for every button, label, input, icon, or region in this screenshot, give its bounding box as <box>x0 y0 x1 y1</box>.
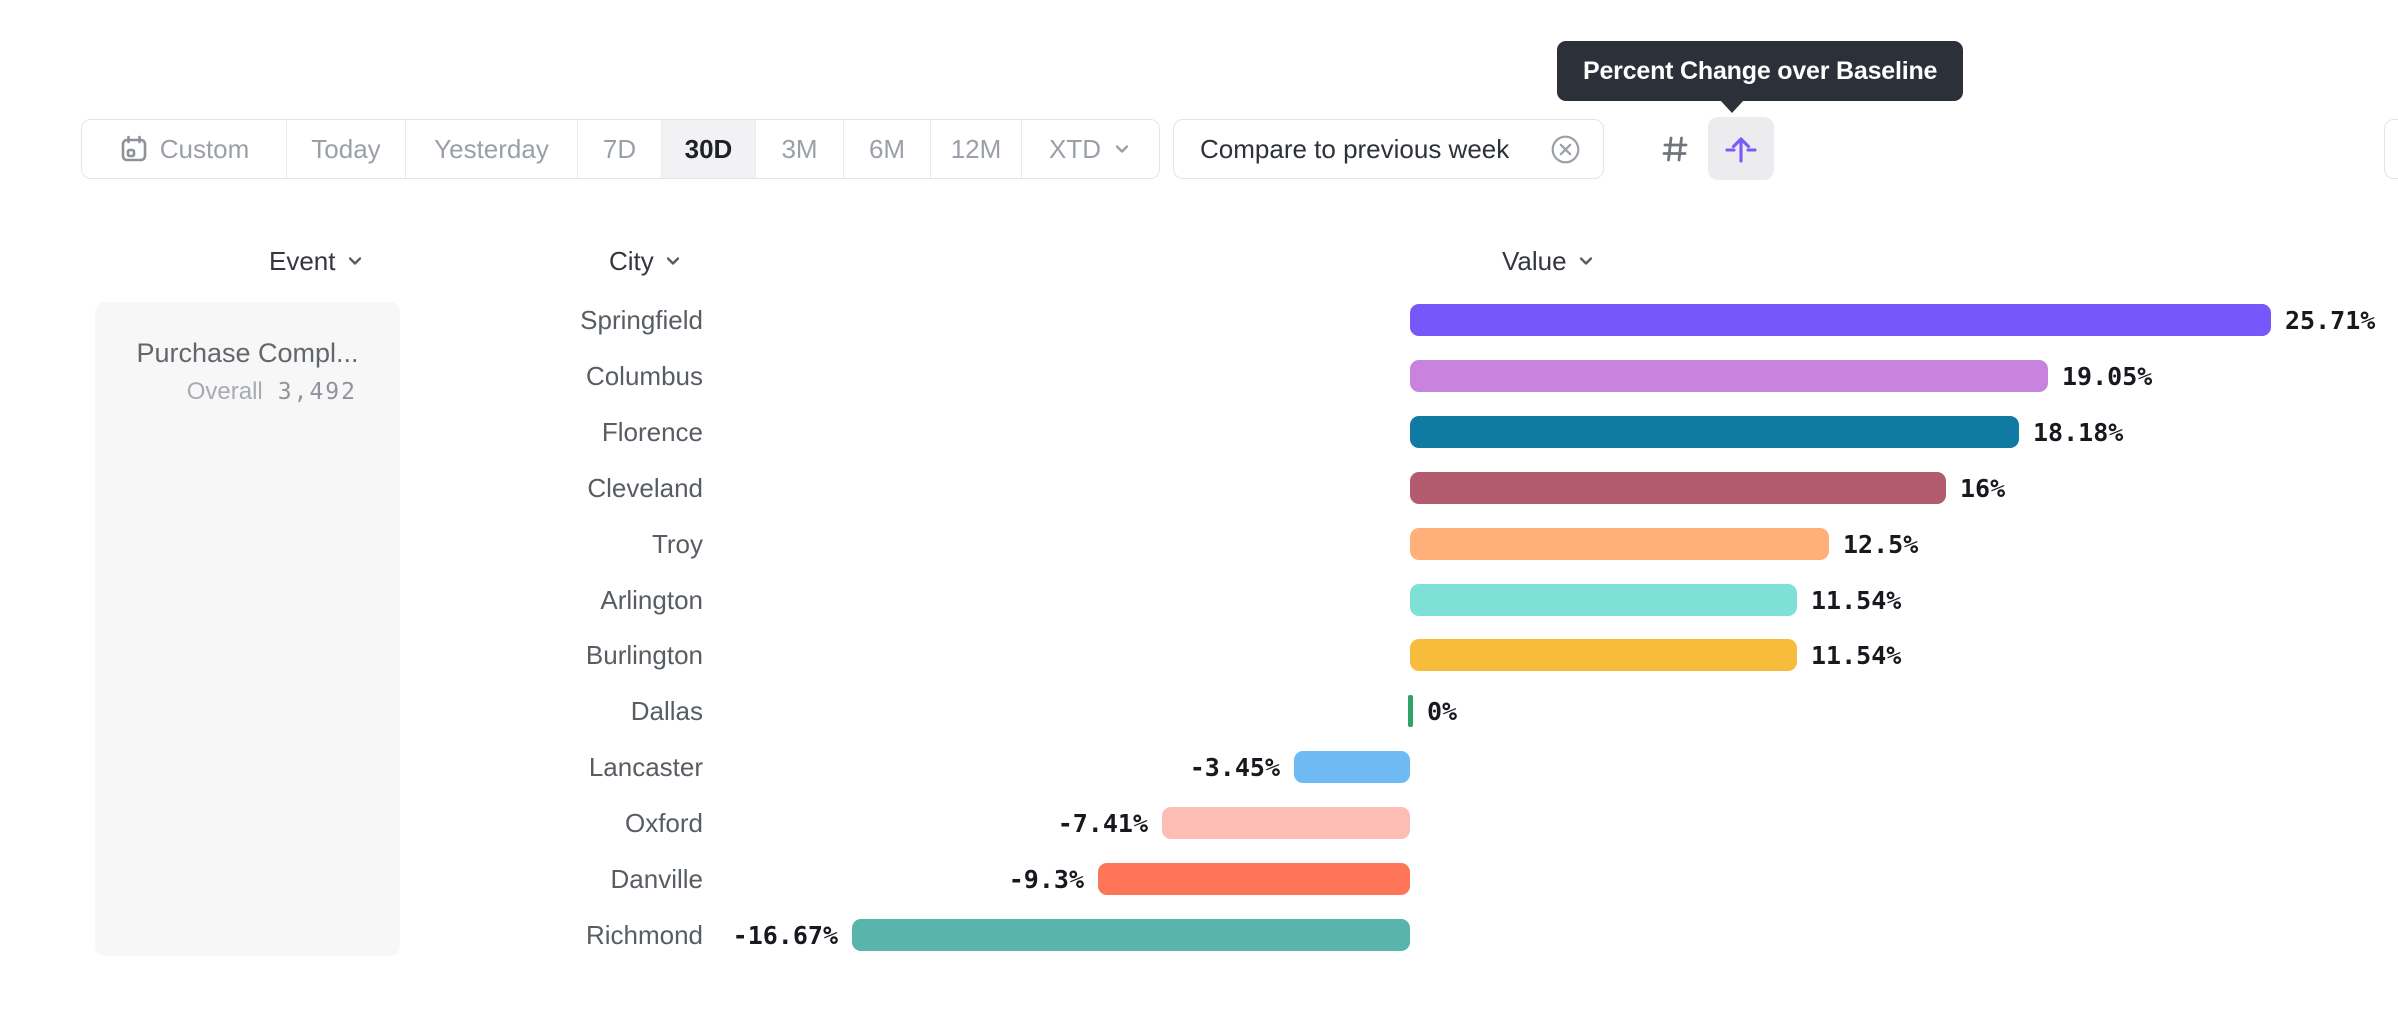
overall-value: 3,492 <box>277 379 357 405</box>
range-button-30d[interactable]: 30D <box>662 120 756 178</box>
range-button-3m[interactable]: 3M <box>756 120 844 178</box>
range-label: Yesterday <box>434 133 549 164</box>
city-label: Columbus <box>585 361 703 391</box>
event-header-label: Event <box>269 245 336 276</box>
city-label: Richmond <box>585 920 703 950</box>
date-range-group: Custom Today Yesterday 7D 30D 3M 6M 12M XTD <box>81 119 1160 179</box>
event-name: Purchase Compl... <box>136 338 359 368</box>
city-label: Lancaster <box>588 752 703 782</box>
bar-columbus[interactable] <box>1410 360 2048 392</box>
chart-row: Arlington 11.54% <box>0 584 2398 616</box>
bar-burlington[interactable] <box>1410 639 1797 671</box>
value-label: -9.3% <box>1008 865 1084 894</box>
calendar-icon <box>119 134 149 164</box>
column-header-city[interactable]: City <box>609 245 683 276</box>
bar-springfield[interactable] <box>1410 304 2271 336</box>
bar-arlington[interactable] <box>1410 584 1797 616</box>
range-button-custom[interactable]: Custom <box>82 120 287 178</box>
value-label: 11.54% <box>1811 586 1902 615</box>
tooltip-text: Percent Change over Baseline <box>1583 56 1938 85</box>
city-label: Danville <box>610 864 704 894</box>
range-button-12m[interactable]: 12M <box>931 120 1022 178</box>
range-button-7d[interactable]: 7D <box>578 120 662 178</box>
chart-row: Springfield 25.71% <box>0 304 2398 336</box>
bar-lancaster[interactable] <box>1294 751 1410 783</box>
city-label: Oxford <box>624 808 703 838</box>
event-overall: Overall 3,492 <box>187 378 357 406</box>
clipped-edge-button[interactable] <box>2384 119 2398 179</box>
chart-row: Cleveland 16% <box>0 472 2398 504</box>
range-label: 6M <box>868 133 906 164</box>
bar-cleveland[interactable] <box>1410 472 1946 504</box>
bar-troy[interactable] <box>1410 528 1829 560</box>
value-label: 25.71% <box>2285 306 2376 335</box>
value-label: 11.54% <box>1811 641 1902 670</box>
range-label: 3M <box>781 133 818 164</box>
range-button-6m[interactable]: 6M <box>844 120 931 178</box>
value-label: -16.67% <box>732 921 838 950</box>
value-display-toggle <box>1642 117 1774 180</box>
event-card[interactable]: Purchase Compl... Overall 3,492 <box>95 302 400 956</box>
column-header-event[interactable]: Event <box>269 245 365 276</box>
chart-row: Florence 18.18% <box>0 416 2398 448</box>
compare-pill[interactable]: Compare to previous week <box>1173 119 1604 179</box>
range-button-yesterday[interactable]: Yesterday <box>406 120 578 178</box>
value-label: -3.45% <box>1189 753 1280 782</box>
value-label: -7.41% <box>1057 809 1148 838</box>
city-header-label: City <box>609 245 654 276</box>
range-label: 30D <box>684 133 733 164</box>
chart-row: Oxford -7.41% <box>0 807 2398 839</box>
circle-x-icon[interactable] <box>1548 132 1583 167</box>
value-label: 19.05% <box>2062 362 2153 391</box>
tooltip: Percent Change over Baseline <box>1557 41 1964 113</box>
bar-dallas[interactable] <box>1408 695 1413 727</box>
value-label: 12.5% <box>1843 530 1919 559</box>
percent-change-icon[interactable] <box>1708 117 1774 180</box>
range-button-xtd[interactable]: XTD <box>1022 120 1159 178</box>
city-label: Cleveland <box>587 473 703 503</box>
range-label: Custom <box>159 133 250 164</box>
chevron-down-icon <box>1576 251 1596 271</box>
column-header-value[interactable]: Value <box>1502 245 1596 276</box>
city-label: Troy <box>651 529 703 559</box>
compare-label: Compare to previous week <box>1200 133 1510 164</box>
bar-florence[interactable] <box>1410 416 2019 448</box>
chevron-down-icon <box>663 251 683 271</box>
value-header-label: Value <box>1502 245 1567 276</box>
tooltip-caret <box>1720 100 1744 113</box>
chevron-down-icon <box>1112 139 1132 159</box>
range-label: 7D <box>602 133 637 164</box>
city-label: Springfield <box>580 305 703 335</box>
chevron-down-icon <box>345 251 365 271</box>
chart-row: Dallas 0% <box>0 695 2398 727</box>
chart-row: Burlington 11.54% <box>0 639 2398 671</box>
value-label: 18.18% <box>2033 418 2124 447</box>
chart-row: Lancaster -3.45% <box>0 751 2398 783</box>
city-label: Arlington <box>600 585 703 615</box>
range-label: XTD <box>1049 133 1101 164</box>
chart-row: Troy 12.5% <box>0 528 2398 560</box>
bar-danville[interactable] <box>1098 863 1410 895</box>
value-label: 16% <box>1960 474 2006 503</box>
city-label: Dallas <box>630 696 703 726</box>
city-label: Florence <box>601 417 703 447</box>
bar-oxford[interactable] <box>1162 807 1410 839</box>
chart-row: Columbus 19.05% <box>0 360 2398 392</box>
range-button-today[interactable]: Today <box>287 120 406 178</box>
bar-richmond[interactable] <box>852 919 1410 951</box>
value-label: 0% <box>1427 697 1458 726</box>
chart-row: Richmond -16.67% <box>0 919 2398 951</box>
city-label: Burlington <box>585 640 703 670</box>
range-label: Today <box>311 133 381 164</box>
number-hash-icon[interactable] <box>1642 117 1708 180</box>
range-label: 12M <box>950 133 1002 164</box>
chart-row: Danville -9.3% <box>0 863 2398 895</box>
overall-label: Overall <box>186 378 263 405</box>
